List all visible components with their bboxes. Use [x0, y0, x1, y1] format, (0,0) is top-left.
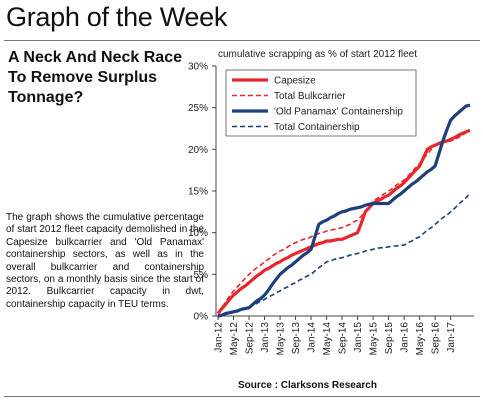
series-line — [217, 103, 471, 318]
series-line — [216, 128, 471, 315]
top-rule — [4, 40, 480, 41]
x-tick-label: Sep-15 — [384, 322, 395, 355]
x-tick-label: Sep-14 — [338, 322, 349, 355]
x-tick-label: Jan-17 — [446, 322, 457, 353]
legend-label: Total Containership — [274, 122, 360, 133]
series-line — [217, 192, 471, 317]
chart: cumulative scrapping as % of start 2012 … — [188, 49, 474, 356]
chart-subtitle: cumulative scrapping as % of start 2012 … — [218, 49, 417, 60]
source: Source : Clarksons Research — [238, 380, 377, 391]
x-tick-label: Jan-13 — [260, 322, 271, 353]
x-tick-label: Jan-12 — [214, 322, 225, 353]
y-tick-label: 30% — [188, 62, 208, 73]
x-tick-label: May-12 — [229, 322, 240, 356]
y-tick-label: 10% — [188, 228, 208, 239]
y-tick-label: 20% — [188, 145, 208, 156]
x-tick-label: Sep-13 — [291, 322, 302, 355]
legend-label: 'Old Panamax' Containership — [274, 107, 403, 118]
article-body: The graph shows the cumulative percentag… — [6, 212, 204, 310]
x-tick-label: Jan-16 — [400, 322, 411, 353]
x-tick-label: May-13 — [276, 322, 287, 356]
series-line — [217, 130, 471, 314]
x-tick-label: May-14 — [322, 322, 333, 356]
legend-label: Total Bulkcarrier — [274, 91, 346, 102]
x-tick-label: Jan-15 — [353, 322, 364, 353]
y-tick-label: 25% — [188, 103, 208, 114]
y-tick-label: 5% — [194, 270, 209, 281]
y-tick-label: 0% — [194, 312, 209, 323]
page-title: Graph of the Week — [6, 2, 228, 32]
x-tick-label: Sep-12 — [245, 322, 256, 355]
x-tick-label: Sep-16 — [431, 322, 442, 355]
x-tick-label: May-16 — [415, 322, 426, 356]
article-heading: A Neck And Neck Race To Remove Surplus T… — [8, 49, 182, 106]
x-tick-label: May-15 — [369, 322, 380, 356]
bottom-rule — [4, 396, 480, 397]
legend-label: Capesize — [274, 76, 316, 87]
x-tick-label: Jan-14 — [307, 322, 318, 353]
y-tick-label: 15% — [188, 187, 208, 198]
